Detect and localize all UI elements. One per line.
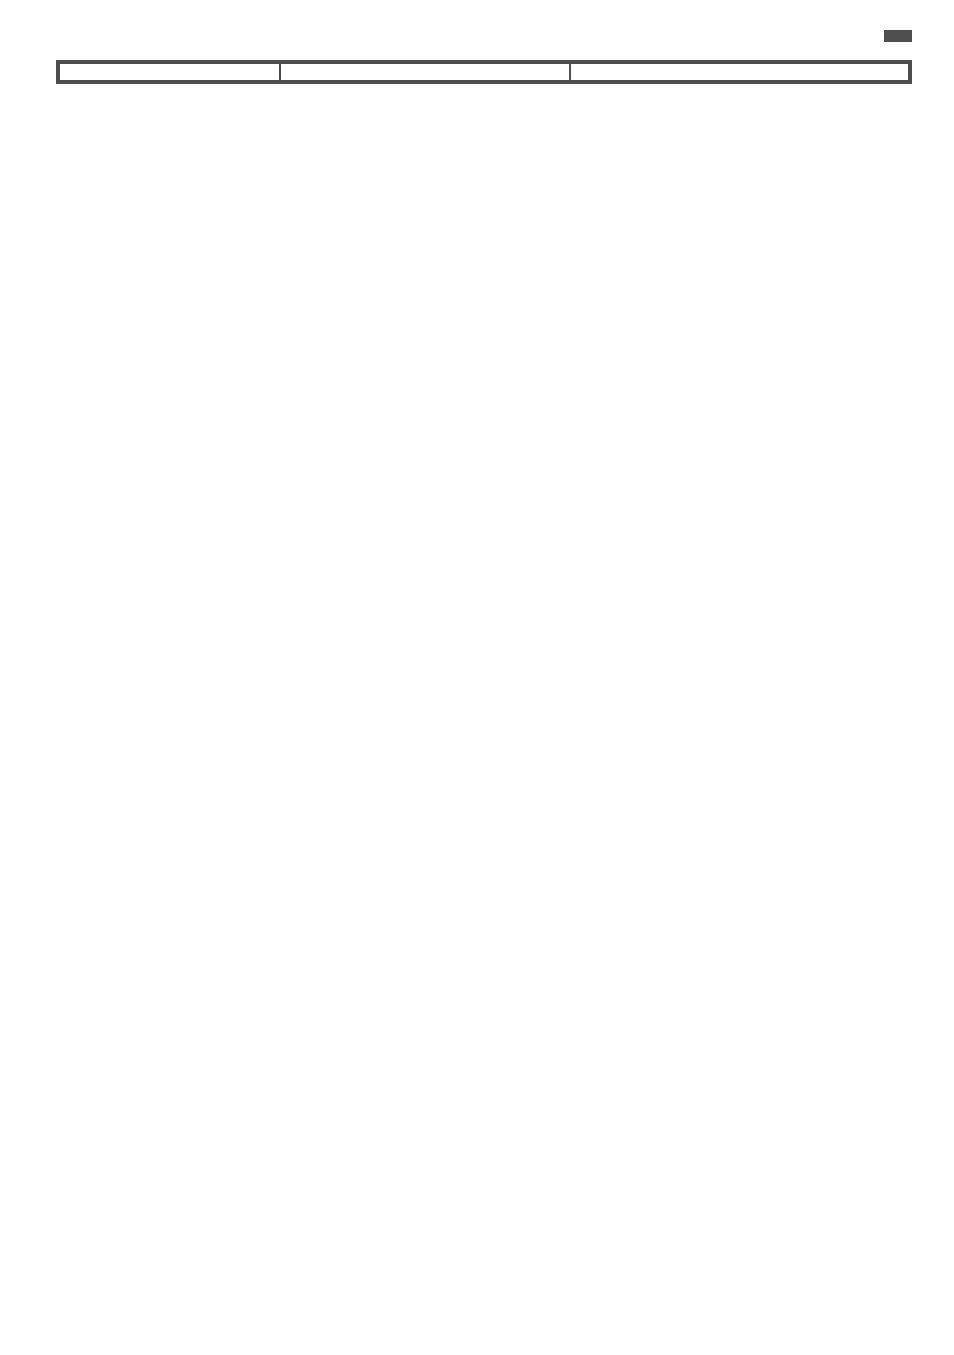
page-title — [884, 30, 912, 42]
troubleshooting-table — [56, 60, 912, 84]
page-header — [56, 30, 912, 42]
header-causes — [280, 62, 570, 82]
table-header-row — [58, 62, 910, 82]
header-action — [570, 62, 910, 82]
header-symptom — [58, 62, 280, 82]
